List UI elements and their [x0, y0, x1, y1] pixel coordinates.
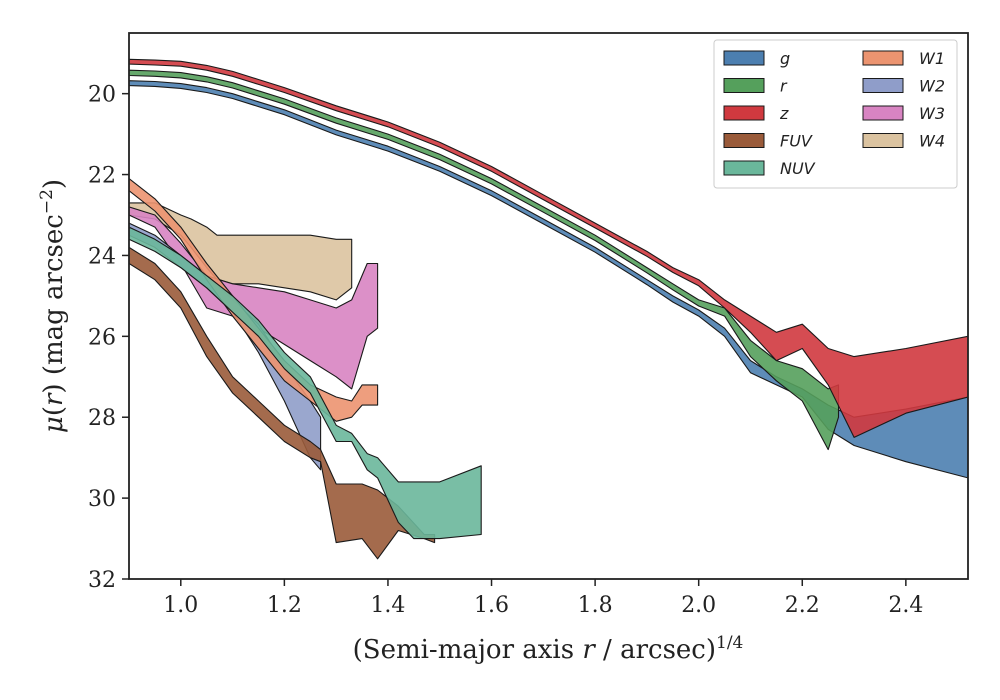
legend-swatch-w3 — [862, 105, 904, 121]
y-axis: 20 22 24 26 28 30 32 — [88, 83, 129, 593]
legend-swatch-nuv — [723, 160, 765, 176]
band-nuv — [129, 226, 482, 540]
legend-swatch-w1 — [862, 50, 904, 66]
legend-label-w3: W3 — [919, 104, 945, 123]
x-tick-label: 1.0 — [163, 593, 198, 618]
y-tick-label: 20 — [88, 83, 116, 108]
legend-swatch-fuv — [723, 133, 765, 148]
band-r — [129, 69, 840, 451]
x-tick-label: 2.2 — [785, 593, 820, 618]
legend-swatch-w2 — [862, 78, 904, 93]
y-tick-label: 32 — [88, 568, 116, 593]
y-tick-label: 28 — [88, 406, 116, 431]
legend-label-w4: W4 — [919, 132, 945, 151]
legend-frame — [713, 39, 958, 189]
band-w3 — [129, 206, 379, 390]
x-axis: 1.0 1.2 1.4 1.6 1.8 2.0 2.2 2.4 — [163, 579, 923, 618]
legend-label-r: r — [780, 77, 788, 96]
x-axis-label: (Semi-major axis r / arcsec)1/4 — [353, 633, 744, 665]
x-tick-label: 1.4 — [370, 593, 405, 618]
legend-label-nuv: NUV — [780, 159, 816, 178]
legend: grz FUV NUV W1 W2 W3 W4 — [713, 39, 958, 189]
y-tick-label: 22 — [88, 164, 116, 189]
x-tick-label: 2.0 — [681, 593, 716, 618]
plot-frame — [128, 32, 969, 580]
legend-label-fuv: FUV — [780, 132, 813, 151]
band-z — [129, 58, 968, 438]
y-tick-label: 30 — [88, 487, 116, 512]
legend-label-w1: W1 — [919, 49, 945, 68]
x-tick-label: 1.2 — [267, 593, 302, 618]
legend-swatch-g — [723, 50, 765, 66]
x-tick-label: 1.8 — [578, 593, 613, 618]
x-tick-label: 2.4 — [888, 593, 923, 618]
legend-swatch-r — [723, 78, 765, 93]
y-tick-label: 24 — [88, 244, 116, 269]
band-g — [129, 80, 968, 479]
legend-label-z: z — [779, 104, 789, 123]
series-layer — [129, 58, 968, 560]
legend-swatch-w4 — [862, 133, 904, 148]
y-axis-label: μ(r) (mag arcsec−2) — [37, 179, 69, 433]
x-tick-label: 1.6 — [474, 593, 509, 618]
legend-swatch-z — [723, 105, 765, 121]
y-tick-label: 26 — [88, 325, 116, 350]
legend-label-g: g — [780, 49, 790, 68]
legend-label-w2: W2 — [919, 77, 945, 96]
